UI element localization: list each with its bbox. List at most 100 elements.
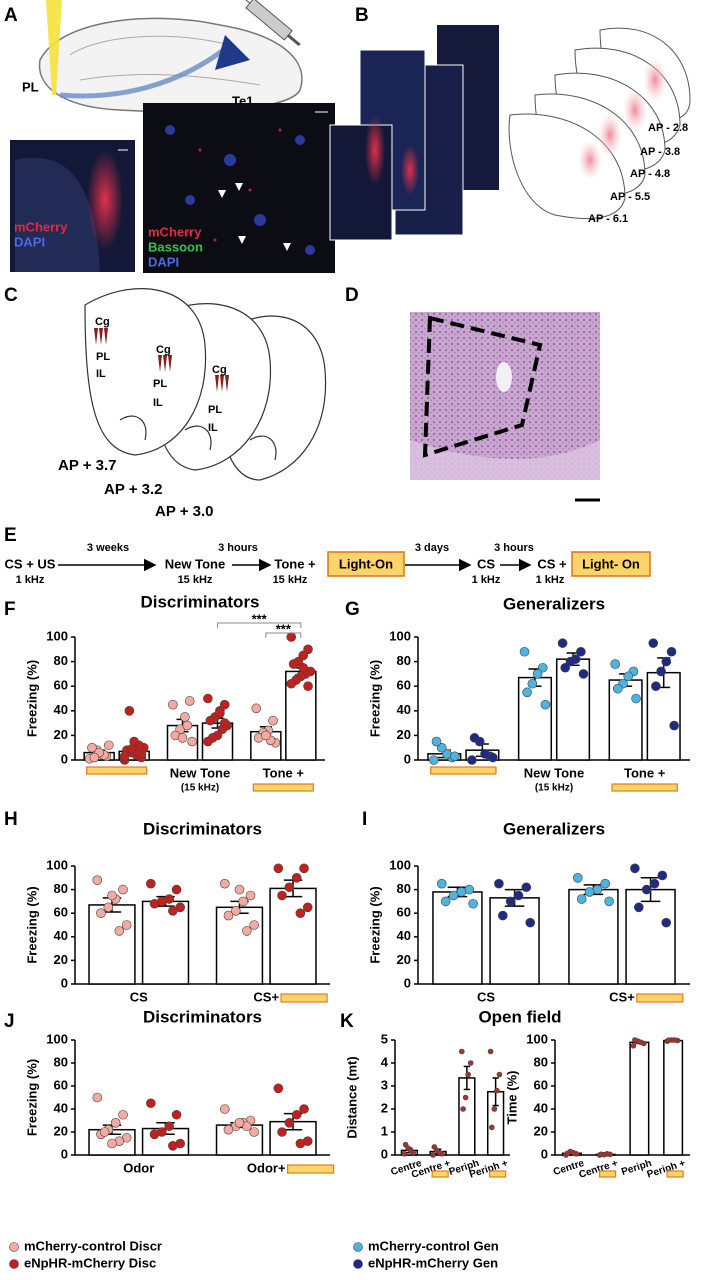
timeline-step: CS + [537,556,567,571]
legend-marker [9,1242,19,1252]
panel-letter: A [4,5,18,26]
data-point [610,659,620,669]
y-tick-label: 80 [397,881,411,896]
y-tick-label: 100 [389,857,411,872]
data-point [488,752,498,763]
data-point [462,1094,469,1101]
y-tick-label: 100 [46,628,68,643]
y-tick-label: 0 [61,1146,68,1161]
data-point [168,906,178,916]
data-point [649,878,660,889]
y-tick-label: 20 [54,952,68,967]
data-point [171,1109,182,1120]
timeline-sub: 15 kHz [273,574,308,586]
data-point [600,878,610,889]
y-tick-label: 80 [54,1054,68,1069]
chart-title: Discriminators [143,1007,262,1026]
data-point [291,872,302,883]
y-tick-label: 20 [397,952,411,967]
data-point [436,878,447,889]
data-point [249,920,259,930]
y-tick-label: 80 [534,1054,548,1069]
data-point [184,696,195,706]
data-point [146,878,156,889]
y-axis-label: Time (%) [504,1071,519,1125]
data-point [431,736,442,747]
data-point [402,1141,409,1148]
data-point [277,890,287,901]
bar [625,888,676,985]
data-point [460,1106,466,1112]
data-point [665,1037,672,1044]
data-point [92,1092,103,1103]
y-tick-label: 0 [61,751,68,766]
data-point [631,693,641,704]
x-tick-label: Tone + [624,765,666,780]
y-tick-label: 20 [397,727,411,742]
section-label: AP - 2.8 [648,122,688,134]
injection-marks [94,328,229,392]
data-point [578,669,589,679]
bar [489,897,540,985]
data-point [468,898,478,909]
data-point [164,1121,174,1132]
chart-title: Discriminators [143,819,262,838]
data-point [99,1127,110,1137]
data-point [401,1151,408,1157]
data-point [303,681,313,692]
data-point [641,884,652,895]
x-tick-label: Odor [123,1160,154,1175]
section-label: AP + 3.2 [104,481,163,498]
timeline-interval: 3 hours [218,542,258,554]
y-axis-label: Freezing (%) [367,660,382,737]
data-point [149,1129,160,1140]
light-on-indicator [599,1170,617,1178]
data-point [491,1106,498,1112]
significance-bracket [217,622,302,628]
data-point [284,1118,295,1128]
panel-letter: F [4,599,16,620]
data-point [299,1104,309,1114]
y-axis-label: Distance (mt) [344,1056,359,1138]
legend-label: eNpHR-mCherry Gen [368,1255,498,1270]
data-point [223,1124,234,1135]
data-point [92,875,103,885]
panel-letter: H [4,809,18,830]
data-point [187,736,197,747]
data-point [436,742,447,753]
y-tick-label: 40 [397,928,411,943]
data-point [525,917,536,928]
section-label: AP + 3.0 [155,503,214,520]
timeline-interval: 3 hours [494,542,534,554]
micrograph: mCherry Bassoon DAPI [143,103,335,273]
data-point [489,1124,495,1131]
region-label: PL [96,351,110,363]
panel-letter: B [355,5,369,26]
y-axis-label: Freezing (%) [24,660,39,737]
stain-label: mCherry [14,219,68,234]
data-point [273,1083,284,1094]
data-point [242,926,252,936]
y-tick-label: 60 [397,678,411,693]
legend-label: mCherry-control Discr [24,1238,162,1253]
bar [629,1041,650,1156]
data-point [651,681,661,692]
light-on-indicator [286,1164,335,1174]
x-tick-label: CS+ [609,989,635,1004]
data-point [661,656,672,667]
y-tick-label: 0 [541,1146,548,1161]
micrograph: mCherry DAPI [10,140,135,272]
light-on-indicator [280,993,328,1003]
data-point [661,917,672,928]
data-point [496,1071,503,1078]
data-point [513,890,524,901]
data-point [494,1087,500,1094]
chart-title: Open field [478,1007,561,1026]
timeline-interval: 3 days [415,542,449,554]
data-point [284,882,295,893]
light-on-indicator [86,766,148,775]
x-tick-label: CS [477,989,495,1004]
data-point [268,715,278,726]
timeline-step: New Tone [165,556,225,571]
data-point [168,699,178,710]
